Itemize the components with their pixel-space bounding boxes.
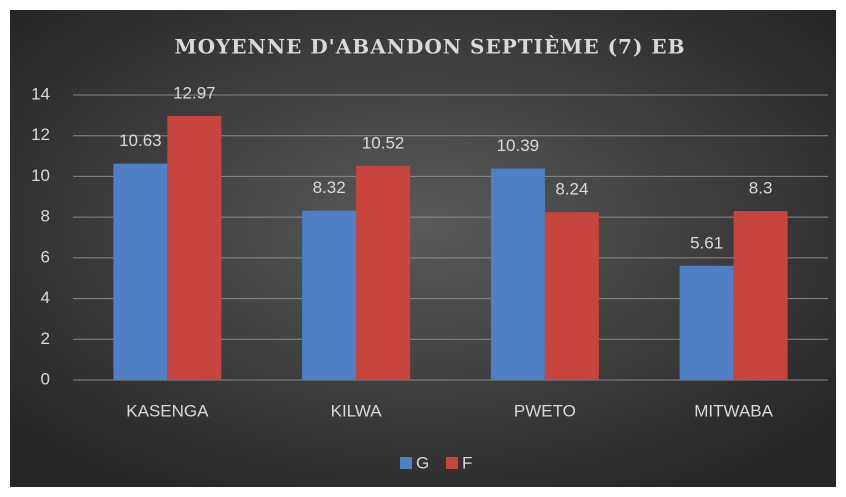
x-tick-label: KASENGA bbox=[126, 401, 209, 420]
bar bbox=[356, 165, 411, 380]
data-label: 10.63 bbox=[119, 131, 162, 150]
data-label: 8.32 bbox=[313, 178, 346, 197]
data-label: 5.61 bbox=[690, 233, 723, 252]
legend-swatch bbox=[400, 457, 412, 469]
y-tick-label: 8 bbox=[41, 207, 50, 226]
data-label: 8.24 bbox=[555, 180, 588, 199]
chart-title: MOYENNE D'ABANDON SEPTIÈME (7) EB bbox=[174, 35, 685, 59]
y-tick-label: 2 bbox=[41, 329, 50, 348]
bar bbox=[490, 168, 545, 380]
data-label: 12.97 bbox=[173, 83, 216, 102]
bar bbox=[544, 212, 599, 380]
y-tick-label: 6 bbox=[41, 247, 50, 266]
bar bbox=[302, 210, 357, 380]
data-label: 10.39 bbox=[497, 136, 540, 155]
legend-label: G bbox=[416, 453, 429, 472]
y-tick-label: 0 bbox=[41, 369, 50, 388]
x-tick-label: PWETO bbox=[514, 401, 576, 420]
x-tick-label: KILWA bbox=[331, 401, 383, 420]
y-tick-label: 12 bbox=[31, 125, 50, 144]
data-label: 10.52 bbox=[362, 133, 405, 152]
y-tick-label: 4 bbox=[41, 288, 50, 307]
bar bbox=[167, 115, 222, 380]
legend-label: F bbox=[462, 453, 472, 472]
bar bbox=[733, 211, 788, 380]
bar bbox=[113, 163, 168, 380]
data-label: 8.3 bbox=[749, 179, 773, 198]
y-tick-label: 10 bbox=[31, 166, 50, 185]
y-tick-label: 14 bbox=[31, 84, 50, 103]
x-tick-label: MITWABA bbox=[694, 401, 773, 420]
legend-swatch bbox=[446, 457, 458, 469]
bar bbox=[679, 265, 734, 380]
